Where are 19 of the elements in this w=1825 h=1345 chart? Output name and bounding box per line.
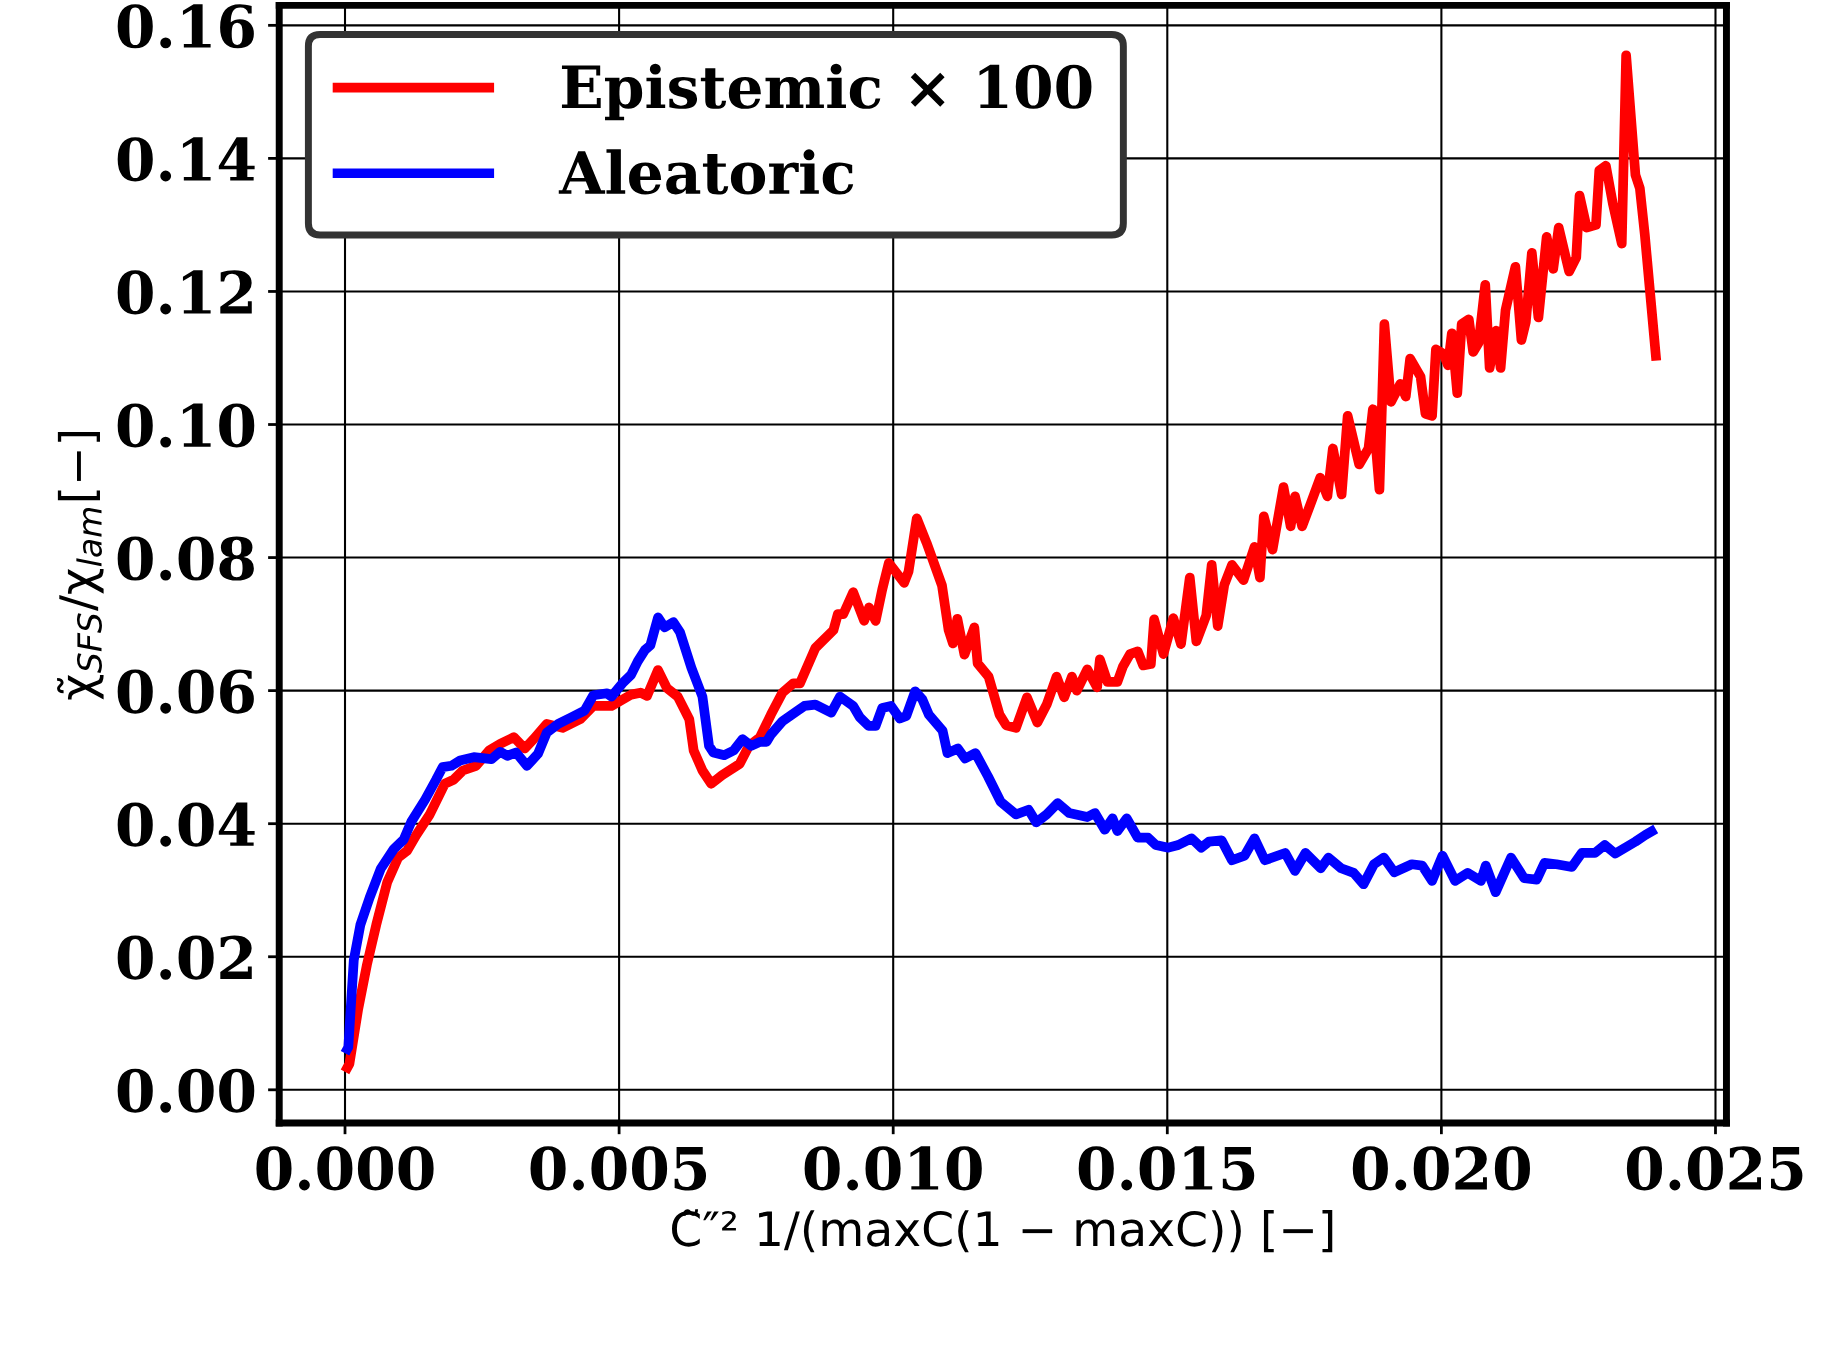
x-tick-label: 0.025 xyxy=(1626,1146,1803,1191)
x-tick-label: 0.015 xyxy=(1078,1146,1255,1191)
x-tick-label: 0.010 xyxy=(804,1146,982,1191)
x-tick-label: 0.020 xyxy=(1352,1146,1530,1191)
legend-label: Aleatoric xyxy=(558,149,854,195)
y-tick-label: 0.12 xyxy=(117,270,252,315)
y-tick-label: 0.16 xyxy=(117,4,254,49)
x-tick-label: 0.005 xyxy=(530,1146,707,1191)
y-tick-label: 0.06 xyxy=(117,669,254,714)
y-axis-title: χ̃$_{SFS}$/χ$_{lam}$[−] xyxy=(57,432,104,700)
y-tick-label: 0.08 xyxy=(117,536,254,581)
y-tick-label: 0.00 xyxy=(117,1068,255,1113)
y-tick-label: 0.14 xyxy=(117,137,255,182)
legend-label: Epistemic × 100 xyxy=(561,63,1092,121)
y-tick-label: 0.02 xyxy=(117,935,252,980)
y-tick-label: 0.10 xyxy=(117,403,255,448)
y-tick-label: 0.04 xyxy=(117,802,255,847)
x-axis-title: C̃″² 1/(maxC(1 − maxC)) [−] xyxy=(671,1209,1333,1253)
x-tick-label: 0.000 xyxy=(256,1146,434,1191)
